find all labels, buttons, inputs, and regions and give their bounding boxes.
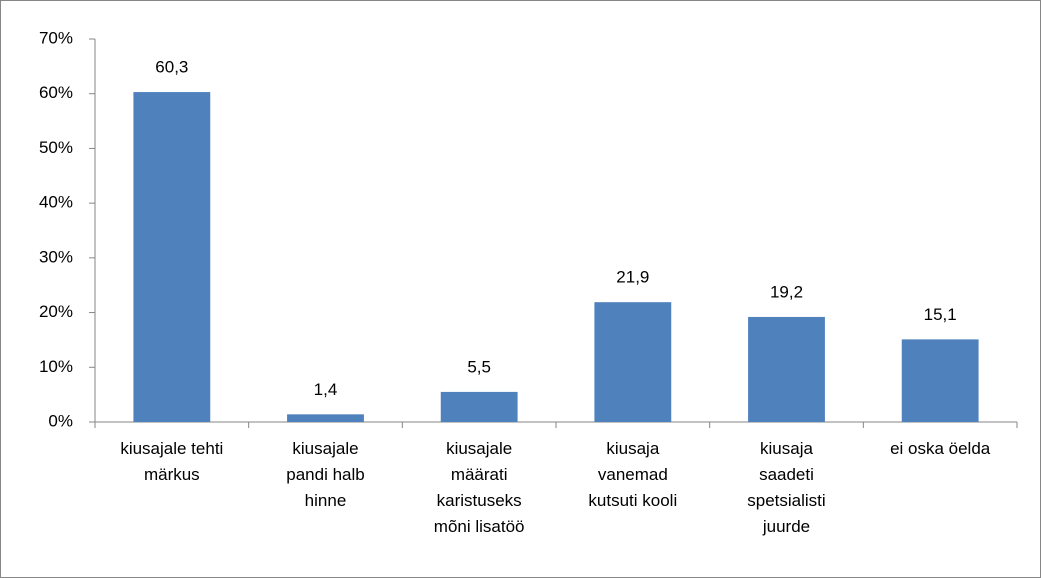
data-label: 5,5 — [467, 357, 491, 376]
x-tick-label: kiusajale pandi halb hinne — [286, 439, 365, 510]
data-label: 21,9 — [616, 268, 649, 287]
y-tick-label: 10% — [39, 357, 73, 376]
y-tick-label: 0% — [48, 411, 73, 430]
data-label: 1,4 — [314, 380, 338, 399]
bar — [287, 414, 364, 422]
y-tick-label: 30% — [39, 247, 73, 266]
bar — [440, 391, 518, 422]
x-tick-label: kiusajale määrati karistuseks mõni lisat… — [433, 439, 525, 536]
y-tick-label: 50% — [39, 138, 73, 157]
y-tick-label: 20% — [39, 302, 73, 321]
y-tick-label: 40% — [39, 193, 73, 212]
x-tick-label: kiusajale tehti märkus — [120, 439, 224, 484]
data-label: 19,2 — [770, 282, 803, 301]
x-tick-label: kiusaja saadeti spetsialisti juurde — [747, 439, 826, 536]
data-label: 60,3 — [155, 58, 188, 77]
bar — [901, 339, 979, 422]
x-tick-label: ei oska öelda — [890, 439, 991, 458]
y-tick-label: 70% — [39, 28, 73, 47]
y-tick-label: 60% — [39, 83, 73, 102]
bar — [133, 92, 211, 422]
x-tick-label: kiusaja vanemad kutsuti kooli — [588, 439, 678, 510]
bar — [748, 316, 825, 422]
data-label: 15,1 — [924, 305, 957, 324]
bar — [594, 302, 672, 422]
